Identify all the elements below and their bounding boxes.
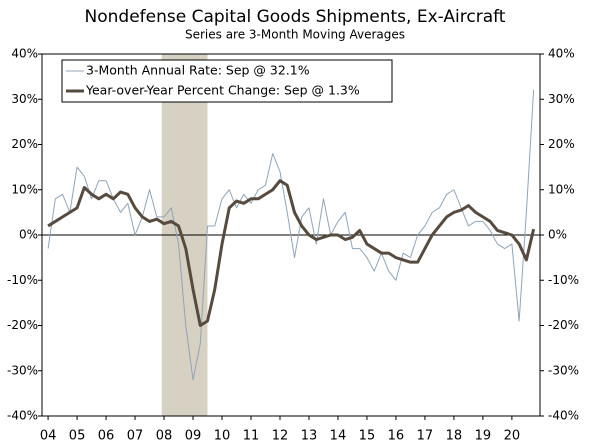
- x-tick-label: 14: [330, 429, 347, 443]
- chart-title: Nondefense Capital Goods Shipments, Ex-A…: [85, 7, 506, 27]
- y-tick-label: 30%: [11, 92, 38, 106]
- x-tick-label: 16: [388, 429, 405, 443]
- y-tick-label: -40%: [7, 409, 38, 423]
- series-line: [47, 179, 536, 327]
- y-tick-label: 20%: [11, 137, 38, 151]
- x-tick-label: 07: [127, 429, 144, 443]
- legend-label: Year-over-Year Percent Change: Sep @ 1.3…: [85, 83, 360, 98]
- y2-tick-label: 0%: [548, 228, 567, 242]
- series-line: [47, 89, 535, 381]
- y-tick-label: -20%: [7, 318, 38, 332]
- x-tick-label: 20: [504, 429, 521, 443]
- y2-tick-label: 30%: [548, 92, 575, 106]
- x-tick-label: 13: [301, 429, 318, 443]
- legend-box: [61, 59, 393, 103]
- x-tick-label: 19: [475, 429, 492, 443]
- x-tick-label: 04: [40, 429, 57, 443]
- y-tick-label: 40%: [11, 47, 38, 61]
- y-tick-label: -10%: [7, 273, 38, 287]
- y2-tick-label: 10%: [548, 182, 575, 196]
- x-tick-label: 06: [98, 429, 115, 443]
- x-tick-label: 12: [272, 429, 289, 443]
- y-tick-label: 10%: [11, 182, 38, 196]
- x-tick-label: 09: [185, 429, 202, 443]
- y2-tick-label: 40%: [548, 47, 575, 61]
- x-tick-label: 10: [214, 429, 231, 443]
- chart-subtitle: Series are 3-Month Moving Averages: [185, 28, 405, 42]
- y2-tick-label: -30%: [548, 363, 579, 377]
- y2-tick-label: -40%: [548, 409, 579, 423]
- y-tick-label: 0%: [19, 228, 38, 242]
- y2-tick-label: -10%: [548, 273, 579, 287]
- y2-tick-label: 20%: [548, 137, 575, 151]
- x-tick-label: 05: [69, 429, 86, 443]
- x-tick-label: 11: [243, 429, 260, 443]
- legend-label: 3-Month Annual Rate: Sep @ 32.1%: [86, 63, 310, 78]
- plot-frame: [41, 53, 541, 417]
- x-tick-label: 17: [417, 429, 434, 443]
- y-tick-label: -30%: [7, 363, 38, 377]
- x-tick-label: 18: [446, 429, 463, 443]
- x-tick-label: 08: [156, 429, 173, 443]
- y2-tick-label: -20%: [548, 318, 579, 332]
- x-tick-label: 15: [359, 429, 376, 443]
